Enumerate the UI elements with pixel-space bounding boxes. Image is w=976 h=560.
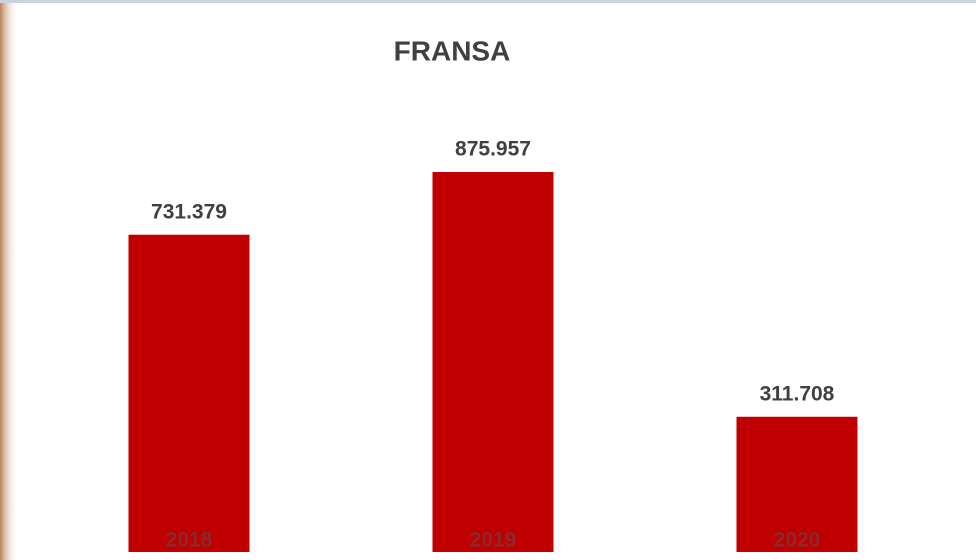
x-tick-label: 2020: [774, 529, 821, 552]
x-tick-label: 2019: [470, 529, 517, 552]
chart-title: FRANSA: [394, 35, 511, 66]
decor-edge: [0, 0, 18, 560]
bar: [128, 234, 250, 553]
data-label: 875.957: [455, 138, 531, 161]
bar: [432, 172, 554, 552]
data-label: 731.379: [151, 200, 227, 223]
x-tick-label: 2018: [166, 529, 213, 552]
decor-top: [0, 0, 976, 3]
data-label: 311.708: [760, 382, 835, 405]
bar: [736, 416, 858, 552]
